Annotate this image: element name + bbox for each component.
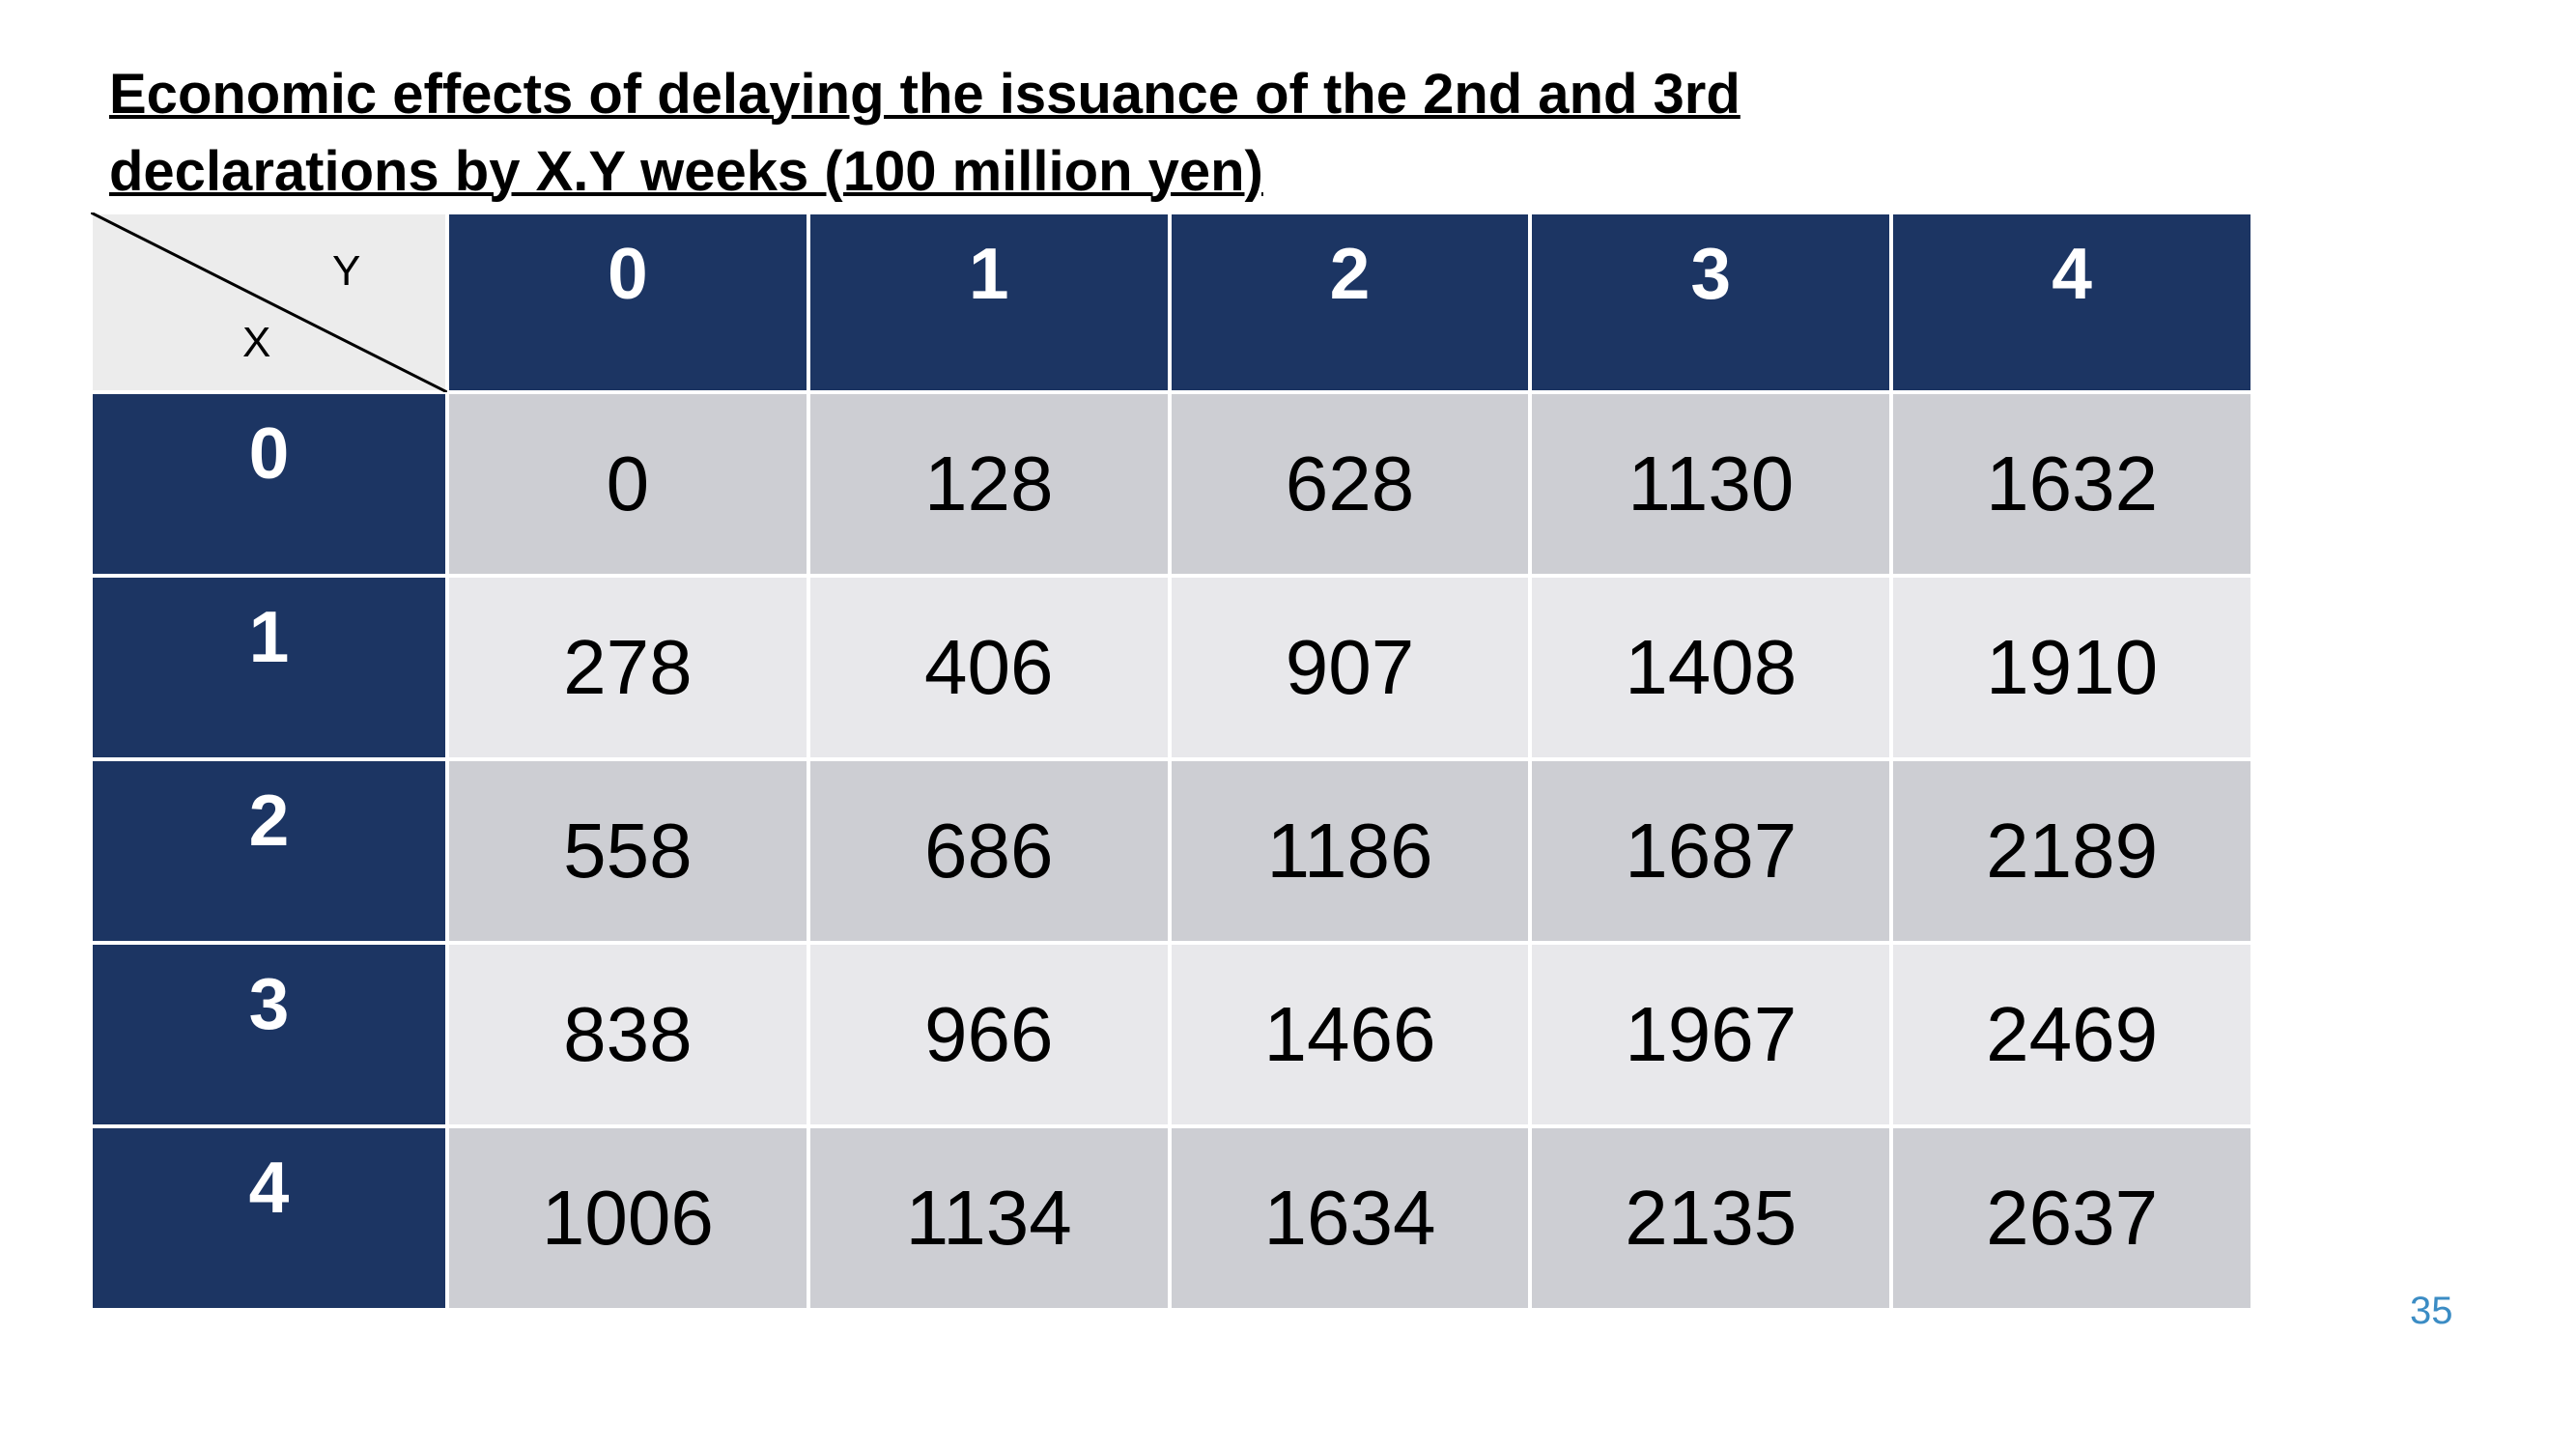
column-header: 2 <box>1169 213 1531 392</box>
diagonal <box>91 213 447 392</box>
row-header: 4 <box>91 1126 447 1310</box>
corner-y-label: Y <box>332 247 361 295</box>
table-cell: 2135 <box>1530 1126 1892 1310</box>
table-cell: 278 <box>447 576 808 759</box>
table-cell: 907 <box>1169 576 1531 759</box>
table-cell: 1632 <box>1891 392 2252 576</box>
table-cell: 2469 <box>1891 943 2252 1126</box>
table-cell: 1466 <box>1169 943 1531 1126</box>
table: Y X 0 1 2 3 4 0 0 128 628 1130 1632 1 278 406 907 1408 191… <box>91 213 2252 1310</box>
table-cell: 686 <box>807 759 1170 943</box>
table-cell: 1634 <box>1169 1126 1531 1310</box>
table-cell: 128 <box>807 392 1170 576</box>
title-line: declarations by X.Y weeks (100 million y… <box>109 140 1263 203</box>
table-cell: 1687 <box>1530 759 1892 943</box>
table-cell: 1408 <box>1530 576 1892 759</box>
table-cell: 1134 <box>807 1126 1170 1310</box>
table-cell: 1130 <box>1530 392 1892 576</box>
table-cell: 406 <box>807 576 1170 759</box>
table-cell: 1967 <box>1530 943 1892 1126</box>
row-header: 2 <box>91 759 447 943</box>
column-header: 4 <box>1891 213 2252 392</box>
row-header: 0 <box>91 392 447 576</box>
column-header: 3 <box>1530 213 1892 392</box>
row-header: 1 <box>91 576 447 759</box>
table-cell: 2189 <box>1891 759 2252 943</box>
table-cell: 0 <box>447 392 808 576</box>
table-cell: 1006 <box>447 1126 808 1310</box>
table-cell: 2637 <box>1891 1126 2252 1310</box>
row-header: 3 <box>91 943 447 1126</box>
page-number: 35 <box>2410 1290 2453 1332</box>
table-cell: 1186 <box>1169 759 1531 943</box>
title-line: Economic effects of delaying the issuanc… <box>109 63 1741 126</box>
table-cell: 966 <box>807 943 1170 1126</box>
corner-x-label: X <box>242 319 271 366</box>
table-cell: 1910 <box>1891 576 2252 759</box>
title: Economic effects of delaying the issuanc… <box>109 56 1741 211</box>
table-cell: 628 <box>1169 392 1531 576</box>
table-cell: 838 <box>447 943 808 1126</box>
table-cell: 558 <box>447 759 808 943</box>
column-header: 1 <box>807 213 1170 392</box>
column-header: 0 <box>447 213 808 392</box>
